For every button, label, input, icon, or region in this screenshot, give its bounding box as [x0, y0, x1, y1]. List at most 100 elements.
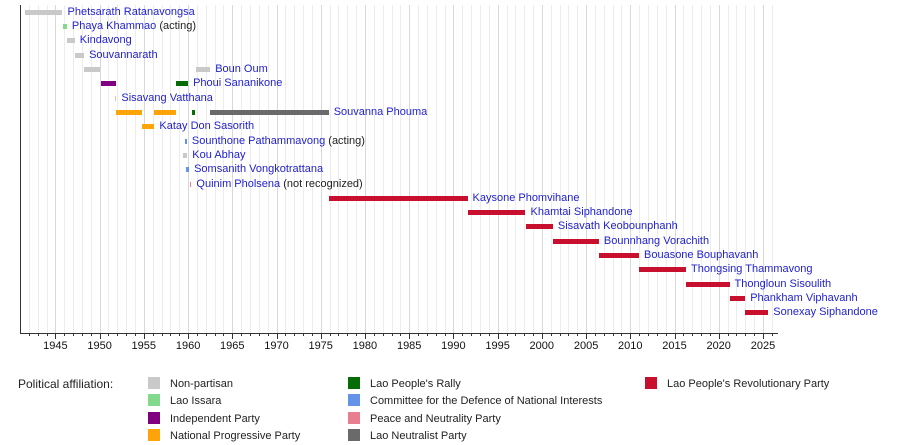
- x-axis-tick-2023: [745, 333, 747, 336]
- gridline-year-1999: [533, 5, 534, 333]
- person-label-khamtai-siphandone[interactable]: Khamtai Siphandone: [531, 206, 633, 219]
- gridline-year-1997: [515, 5, 517, 333]
- person-name[interactable]: Bouasone Bouphavanh: [644, 249, 759, 262]
- y-axis-line: [20, 5, 21, 334]
- timeline-bar-kou-abhay-0: [182, 152, 188, 158]
- timeline-bar-phoui-sananikone-1: [175, 81, 189, 87]
- person-label-phankham-viphavanh[interactable]: Phankham Viphavanh: [750, 292, 857, 305]
- timeline-bar-thongsing-thammavong-0: [639, 267, 687, 273]
- person-label-bounnhang-vorachith[interactable]: Bounnhang Vorachith: [604, 235, 709, 248]
- x-axis-tick-1997: [515, 333, 517, 336]
- person-label-phaya-khammao[interactable]: Phaya Khammao (acting): [72, 20, 196, 33]
- person-name[interactable]: Katay Don Sasorith: [159, 120, 255, 133]
- gridline-year-2010: [630, 5, 632, 333]
- x-axis-tick-1971: [285, 333, 287, 336]
- x-axis-label-1980: 1980: [352, 340, 378, 352]
- x-axis-tick-2017: [692, 333, 694, 336]
- x-axis-label-1950: 1950: [87, 340, 112, 352]
- timeline-bar-kaysone-phomvihane-0: [328, 195, 468, 201]
- person-name[interactable]: Sonexay Siphandone: [773, 306, 878, 319]
- person-label-souvannarath[interactable]: Souvannarath: [89, 49, 158, 62]
- person-label-sisavang-vatthana[interactable]: Sisavang Vatthana: [121, 92, 213, 105]
- person-label-sisavath-keobounphanh[interactable]: Sisavath Keobounphanh: [558, 220, 678, 233]
- gridline-year-2019: [709, 5, 711, 333]
- gridline-year-1956: [152, 5, 154, 333]
- gridline-year-1944: [46, 5, 48, 333]
- person-name[interactable]: Boun Oum: [215, 62, 268, 75]
- gridline-year-2004: [577, 5, 579, 333]
- x-axis-tick-1978: [347, 333, 349, 336]
- person-label-katay-don-sasorith[interactable]: Katay Don Sasorith: [159, 120, 254, 133]
- x-axis-tick-1958: [170, 333, 172, 336]
- gridline-year-1947: [73, 5, 75, 333]
- legend-swatch-cdni: [348, 394, 360, 407]
- person-name[interactable]: Sisavang Vatthana: [121, 91, 213, 104]
- x-axis-tick-1999: [533, 333, 534, 336]
- x-axis-tick-1969: [267, 333, 269, 336]
- person-name[interactable]: Khamtai Siphandone: [530, 206, 633, 219]
- x-axis-tick-1992: [471, 333, 473, 336]
- gridline-year-1992: [471, 5, 473, 333]
- person-label-kindavong[interactable]: Kindavong: [80, 34, 132, 47]
- person-label-phoui-sananikone[interactable]: Phoui Sananikone: [193, 77, 282, 90]
- x-axis-tick-2007: [603, 333, 605, 336]
- person-name[interactable]: Thongsing Thammavong: [691, 263, 813, 276]
- person-name[interactable]: Phankham Viphavanh: [750, 292, 858, 305]
- person-label-kaysone-phomvihane[interactable]: Kaysone Phomvihane: [473, 192, 580, 205]
- legend-label-lao-peoples-rally: Lao People's Rally: [370, 378, 461, 390]
- person-name[interactable]: Phaya Khammao: [71, 19, 157, 32]
- person-label-phetsarath-ratanavongsa[interactable]: Phetsarath Ratanavongsa: [68, 6, 195, 19]
- person-name[interactable]: Souvannarath: [89, 48, 158, 61]
- gridline-year-1979: [356, 5, 358, 333]
- person-label-sonexay-siphandone[interactable]: Sonexay Siphandone: [773, 306, 878, 319]
- person-name[interactable]: Sounthone Pathammavong: [191, 134, 326, 147]
- gridline-year-1975: [320, 5, 322, 333]
- x-axis-tick-1950: [99, 333, 101, 339]
- person-label-thongsing-thammavong[interactable]: Thongsing Thammavong: [691, 263, 812, 276]
- person-name[interactable]: Phoui Sananikone: [193, 77, 283, 90]
- gridline-year-1945: [55, 5, 57, 333]
- x-axis-tick-1975: [320, 333, 322, 339]
- x-axis-tick-2021: [727, 333, 729, 336]
- person-name[interactable]: Phetsarath Ratanavongsa: [67, 5, 195, 18]
- person-name[interactable]: Souvanna Phouma: [333, 105, 428, 118]
- person-label-thongloun-sisoulith[interactable]: Thongloun Sisoulith: [735, 278, 832, 291]
- person-note: (acting): [325, 134, 365, 147]
- gridline-year-1985: [409, 5, 411, 333]
- person-name[interactable]: Kindavong: [79, 34, 132, 47]
- x-axis-tick-1976: [329, 333, 331, 336]
- person-name[interactable]: Thongloun Sisoulith: [734, 277, 832, 290]
- person-label-bouasone-bouphavanh[interactable]: Bouasone Bouphavanh: [644, 249, 758, 262]
- gridline-year-1962: [205, 5, 207, 333]
- person-name[interactable]: Somsanith Vongkotrattana: [194, 163, 324, 176]
- person-label-boun-oum[interactable]: Boun Oum: [215, 63, 268, 76]
- gridline-year-2022: [736, 5, 738, 333]
- gridline-year-2014: [665, 5, 667, 333]
- x-axis-tick-1970: [276, 333, 278, 339]
- person-label-kou-abhay[interactable]: Kou Abhay: [192, 149, 245, 162]
- gridline-year-2021: [727, 5, 729, 333]
- person-label-quinim-pholsena[interactable]: Quinim Pholsena (not recognized): [196, 178, 362, 191]
- x-axis-tick-2014: [665, 333, 667, 336]
- x-axis-tick-2002: [559, 333, 561, 336]
- x-axis-tick-2012: [648, 333, 649, 336]
- legend-label-cdni: Committee for the Defence of National In…: [370, 395, 603, 408]
- x-axis-tick-1951: [108, 333, 110, 336]
- gridline-year-2025: [763, 5, 764, 333]
- gridline-year-1957: [161, 5, 163, 333]
- legend-swatch-lprp: [645, 377, 657, 389]
- timeline-bar-phetsarath-ratanavongsa-0: [25, 9, 63, 15]
- person-name[interactable]: Bounnhang Vorachith: [603, 234, 710, 247]
- person-name[interactable]: Quinim Pholsena: [196, 177, 281, 190]
- person-label-sounthone-pathammavong[interactable]: Sounthone Pathammavong (acting): [192, 135, 365, 148]
- person-name[interactable]: Kaysone Phomvihane: [472, 191, 580, 204]
- person-name[interactable]: Kou Abhay: [192, 148, 246, 161]
- person-name[interactable]: Sisavath Keobounphanh: [557, 220, 678, 233]
- gridline-year-2015: [674, 5, 676, 333]
- person-label-souvanna-phouma[interactable]: Souvanna Phouma: [334, 106, 428, 119]
- gridline-year-1943: [37, 5, 39, 333]
- person-label-somsanith-vongkotrattana[interactable]: Somsanith Vongkotrattana: [194, 163, 323, 176]
- gridline-year-2005: [586, 5, 588, 333]
- gridline-year-2001: [550, 5, 552, 333]
- timeline-bar-souvanna-phouma-2: [191, 109, 196, 115]
